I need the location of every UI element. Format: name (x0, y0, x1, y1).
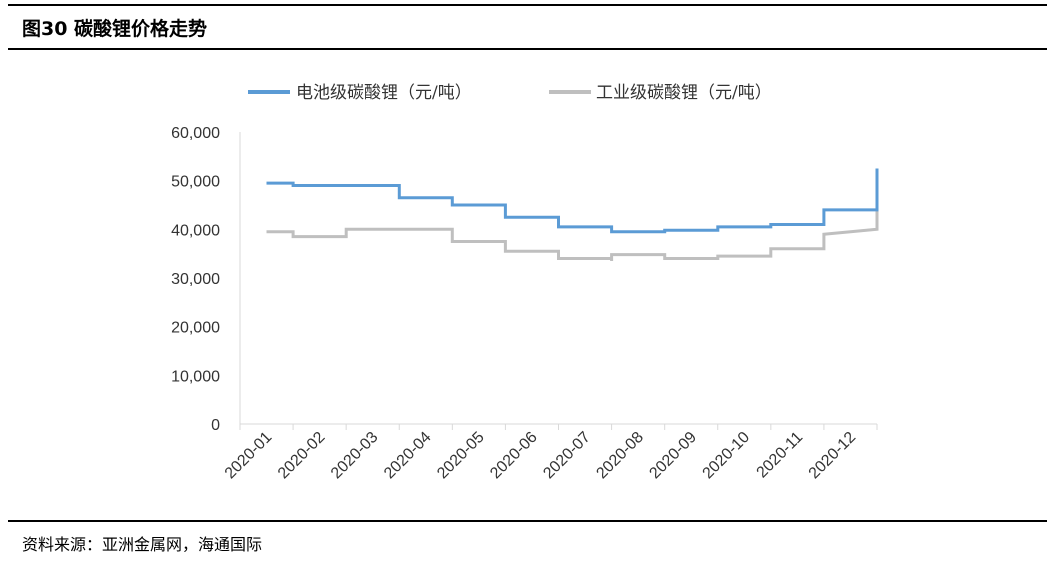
top-rule (8, 4, 1047, 6)
x-tick-label: 2020-01 (222, 429, 276, 483)
x-tick-label: 2020-12 (806, 429, 860, 483)
y-tick-label: 50,000 (171, 174, 220, 191)
bottom-rule (8, 520, 1047, 522)
y-tick-label: 40,000 (171, 222, 220, 239)
x-tick-label: 2020-03 (328, 429, 382, 483)
y-tick-label: 20,000 (171, 320, 220, 337)
y-tick-label: 0 (211, 417, 220, 434)
x-tick-label: 2020-05 (434, 429, 488, 483)
x-tick-label: 2020-08 (593, 429, 647, 483)
x-tick-label: 2020-10 (700, 429, 754, 483)
x-tick-label: 2020-09 (646, 429, 700, 483)
title-rule (8, 48, 1047, 50)
source-note: 资料来源：亚洲金属网，海通国际 (22, 535, 263, 554)
axes: 0 10,000 20,000 30,000 40,000 50,000 60,000 202… (171, 125, 878, 483)
legend: 电池级碳酸锂（元/吨） 工业级碳酸锂（元/吨） (248, 83, 772, 103)
x-tick-label: 2020-02 (275, 429, 329, 483)
series-lines (266, 168, 879, 261)
series-line-industrial-grade (266, 185, 879, 261)
x-tick-label: 2020-11 (754, 429, 807, 482)
series-line-battery-grade (266, 168, 879, 234)
legend-label-battery-grade: 电池级碳酸锂（元/吨） (296, 83, 472, 103)
x-tick-label: 2020-06 (487, 429, 541, 483)
y-tick-label: 60,000 (171, 125, 220, 142)
x-tick-label: 2020-07 (540, 429, 594, 483)
legend-label-industrial-grade: 工业级碳酸锂（元/吨） (596, 83, 772, 103)
y-tick-label: 10,000 (171, 368, 220, 385)
x-tick-label: 2020-04 (381, 429, 435, 483)
figure-title: 图30 碳酸锂价格走势 (22, 18, 208, 40)
y-tick-label: 30,000 (171, 271, 220, 288)
